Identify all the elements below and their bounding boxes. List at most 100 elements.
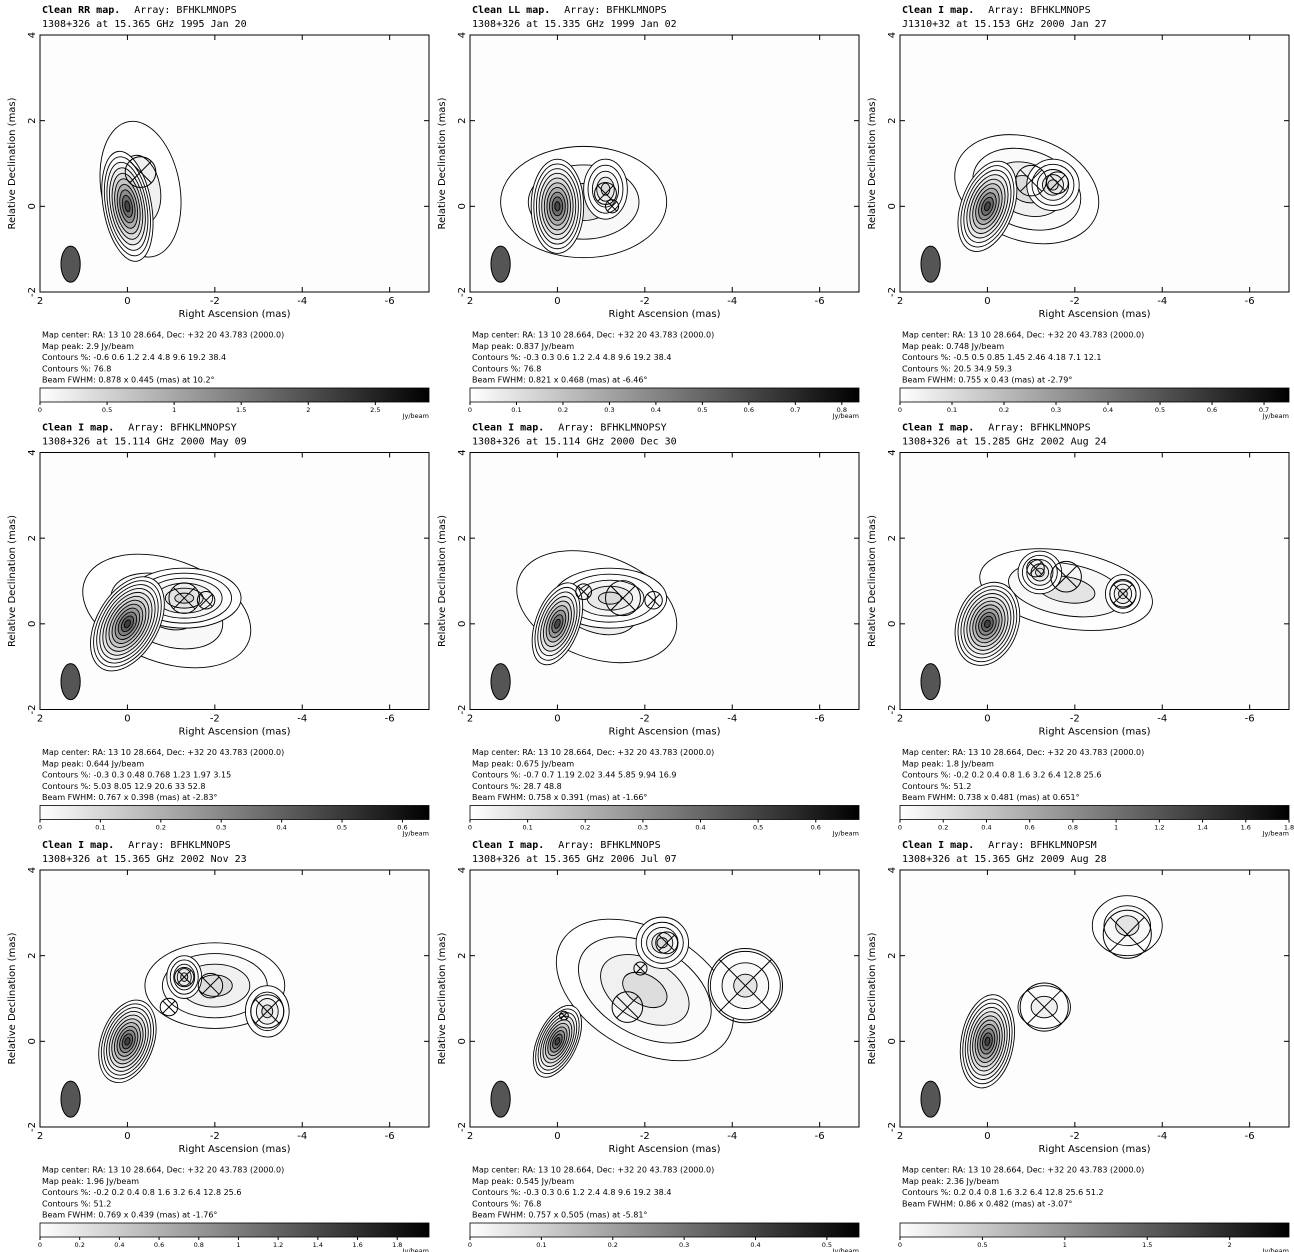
x-tick-label: 2	[37, 714, 43, 725]
component-cross	[1054, 565, 1078, 588]
model-component	[1050, 560, 1082, 593]
info-line: Contours %: 51.2	[902, 782, 971, 791]
colorbar-tick-label: 1.2	[1154, 824, 1164, 832]
x-tick-label: -2	[1070, 714, 1080, 725]
colorbar-unit: Jy/beam	[832, 412, 859, 420]
colorbar-tick-label: 2	[1228, 1241, 1232, 1249]
x-tick-label: -6	[1245, 296, 1255, 307]
info-line: Map center: RA: 13 10 28.664, Dec: +32 2…	[42, 748, 284, 757]
x-tick-label: -2	[1070, 1131, 1080, 1142]
y-tick-label: -2	[27, 1122, 38, 1132]
colorbar-tick-label: 0.1	[522, 824, 532, 832]
beam	[490, 663, 511, 701]
colorbar-tick-label: 0	[468, 824, 472, 832]
map	[900, 35, 1289, 292]
x-tick-label: -4	[1157, 296, 1167, 307]
model-component	[604, 199, 620, 214]
info-line: Beam FWHM: 0.767 x 0.398 (mas) at -2.83°	[42, 793, 217, 802]
panel: Clean I map. Array: BFHKLMNOPSM 1308+326 a…	[867, 840, 1290, 1252]
x-axis-label: Right Ascension (mas)	[608, 1144, 720, 1155]
x-tick-label: 0	[554, 1131, 560, 1142]
colorbar-tick-label: 0.2	[156, 824, 166, 832]
model-component	[159, 997, 179, 1017]
colorbar-unit: Jy/beam	[832, 830, 859, 838]
info-line: Map center: RA: 13 10 28.664, Dec: +32 2…	[42, 331, 284, 340]
y-tick-label: 2	[887, 117, 898, 123]
map-bg	[40, 35, 429, 292]
x-axis-label: Right Ascension (mas)	[178, 309, 290, 320]
model-component	[174, 966, 195, 988]
info-line: Map peak: 1.96 Jy/beam	[42, 1177, 139, 1186]
y-tick-label: -2	[887, 287, 898, 297]
component-cross	[173, 586, 196, 610]
x-axis-label: Right Ascension (mas)	[608, 727, 720, 738]
x-tick-label: -2	[640, 1131, 650, 1142]
beam	[920, 663, 941, 701]
x-tick-label: -4	[297, 1131, 307, 1142]
x-tick-label: -2	[1070, 296, 1080, 307]
model-component	[1109, 580, 1137, 608]
panel-subtitle: 1308+326 at 15.285 GHz 2002 Aug 24	[902, 437, 1107, 448]
info-line: Beam FWHM: 0.738 x 0.481 (mas) at 0.651°	[902, 793, 1080, 802]
x-tick-label: -4	[297, 714, 307, 725]
y-tick-label: 4	[457, 449, 468, 455]
x-axis-label: Right Ascension (mas)	[178, 727, 290, 738]
component-cross	[1049, 174, 1066, 191]
panel-subtitle: 1308+326 at 15.114 GHz 2000 May 09	[42, 437, 247, 448]
x-tick-label: 2	[37, 1131, 43, 1142]
x-tick-label: -2	[640, 296, 650, 307]
colorbar-unit: Jy/beam	[402, 1247, 429, 1252]
x-axis-label: Right Ascension (mas)	[608, 309, 720, 320]
colorbar	[899, 1222, 1290, 1238]
y-tick-label: 4	[27, 867, 38, 873]
panel-subtitle: 1308+326 at 15.365 GHz 2002 Nov 23	[42, 854, 247, 865]
component-cross	[1019, 169, 1043, 192]
info-line: Contours %: -0.5 0.5 0.85 1.45 2.46 4.18…	[902, 353, 1101, 362]
colorbar-tick-label: 1	[1063, 1241, 1067, 1249]
colorbar-tick-label: 0	[468, 406, 472, 414]
y-tick-label: 4	[887, 32, 898, 38]
contour	[554, 1037, 561, 1046]
colorbar-tick-label: 0.1	[511, 406, 521, 414]
plot-frame	[899, 34, 1290, 293]
model-component	[655, 931, 679, 955]
y-tick-label: -2	[27, 287, 38, 297]
colorbar-tick-label: 0	[38, 406, 42, 414]
array-label: Array: BFHKLMNOPS	[128, 840, 230, 851]
y-tick-label: 2	[887, 535, 898, 541]
beam	[60, 1080, 81, 1118]
colorbar	[39, 805, 430, 820]
y-tick-label: 2	[27, 117, 38, 123]
x-axis-label: Right Ascension (mas)	[1038, 309, 1150, 320]
array-label: Array: BFHKLMNOPS	[134, 5, 236, 16]
panel: Clean I map. Array: BFHKLMNOPS 1308+326 at…	[7, 840, 430, 1252]
x-tick-label: 0	[554, 296, 560, 307]
component-cross	[1109, 916, 1145, 952]
x-tick-label: 2	[897, 1131, 903, 1142]
colorbar-tick-label: 1.2	[273, 1241, 283, 1249]
info-line: Map center: RA: 13 10 28.664, Dec: +32 2…	[472, 748, 714, 757]
colorbar-tick-label: 0.2	[75, 1241, 85, 1249]
colorbar	[39, 1222, 430, 1238]
array-label: Array: BFHKLMNOPSM	[988, 840, 1096, 851]
info-line: Map peak: 0.675 Jy/beam	[472, 759, 574, 768]
panel-title: Clean I map.	[902, 840, 974, 851]
colorbar-unit: Jy/beam	[832, 1247, 859, 1252]
model-component	[196, 591, 216, 610]
component-cross	[607, 201, 618, 212]
plot-frame	[39, 869, 430, 1128]
y-tick-label: 4	[27, 449, 38, 455]
colorbar-tick-label: 0	[38, 1241, 42, 1249]
panel: Clean I map. Array: BFHKLMNOPSY 1308+326 a…	[437, 423, 860, 838]
x-tick-label: -6	[385, 1131, 395, 1142]
panel-title: Clean I map.	[42, 423, 114, 434]
array-label: Array: BFHKLMNOPSY	[558, 423, 666, 434]
panel-subtitle: 1308+326 at 15.335 GHz 1999 Jan 02	[472, 19, 677, 30]
model-component	[575, 583, 593, 601]
beam	[60, 245, 81, 283]
panel-title: Clean I map.	[472, 840, 544, 851]
model-component	[559, 1010, 569, 1021]
colorbar-unit: Jy/beam	[402, 830, 429, 838]
y-tick-label: 0	[27, 203, 38, 209]
